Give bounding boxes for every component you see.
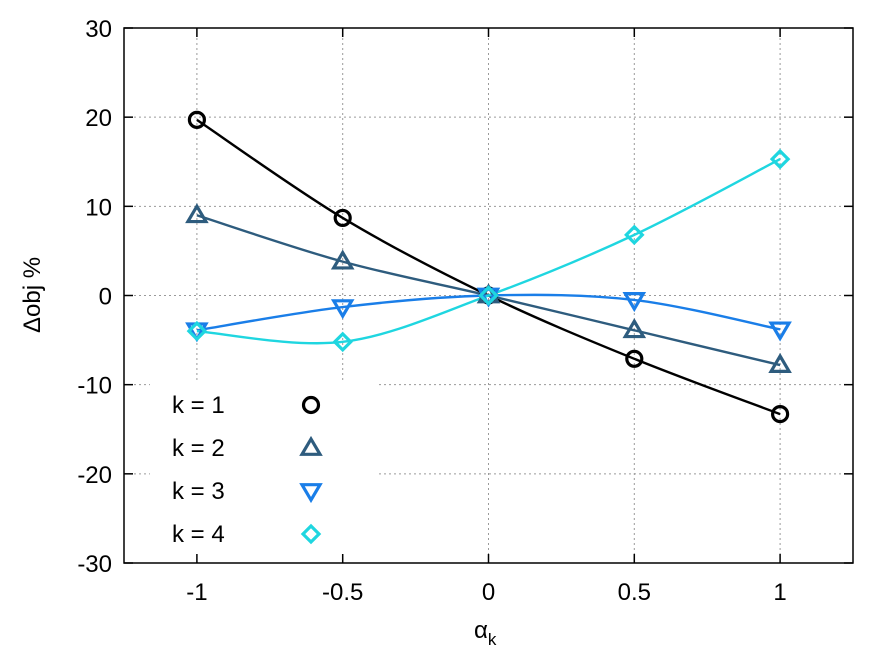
series-markers [185,110,792,424]
x-tick-labels: -1 -0.5 0 0.5 1 [186,579,787,606]
y-tick-label: -30 [77,551,112,578]
data-point-k4 [769,148,791,170]
data-point-k1 [770,404,790,424]
x-axis-label-subscript: k [488,630,497,649]
data-point-k2 [330,249,355,270]
y-tick-label: 30 [85,16,112,43]
data-point-k1 [333,208,352,228]
data-point-k2 [185,203,209,224]
data-point-k4 [478,285,499,306]
y-tick-label: 0 [99,284,112,311]
data-point-k2 [768,352,792,373]
y-tick-labels: -30 -20 -10 0 10 20 30 [77,16,112,578]
data-point-k3 [768,321,792,342]
legend: k = 1 k = 2 k = 3 k = 4 [172,392,323,548]
data-point-k1 [187,110,206,129]
x-tick-label: 0 [482,579,495,606]
legend-label-k1: k = 1 [172,392,225,419]
data-point-k2 [622,318,647,339]
legend-background [150,382,376,554]
y-tick-label: 10 [85,194,112,221]
legend-marker-k2 [299,435,323,456]
data-point-k4 [186,320,208,342]
legend-marker-k1 [301,395,321,415]
y-tick-label: -10 [77,373,112,400]
x-tick-label: 0.5 [618,579,651,606]
data-point-k3 [330,299,355,320]
legend-box [150,382,376,554]
x-tick-label: 1 [773,579,786,606]
legend-label-k3: k = 3 [172,478,225,505]
legend-label-k2: k = 2 [172,435,225,462]
series-lines [196,118,781,416]
data-point-k1 [625,349,644,368]
y-tick-label: -20 [77,462,112,489]
axis-ticks [124,27,853,564]
y-tick-label: 20 [85,105,112,132]
data-point-k4 [624,224,645,246]
x-tick-label: -1 [186,579,207,606]
data-point-k3 [622,292,647,313]
series-line-k4 [196,158,781,345]
legend-marker-k3 [299,483,323,504]
y-axis-label: Δobj % [19,257,46,333]
data-point-k4 [332,331,353,353]
legend-label-k4: k = 4 [172,521,225,548]
x-axis-label: αk [474,617,497,649]
legend-marker-k4 [300,523,322,545]
x-tick-label: -0.5 [322,579,363,606]
